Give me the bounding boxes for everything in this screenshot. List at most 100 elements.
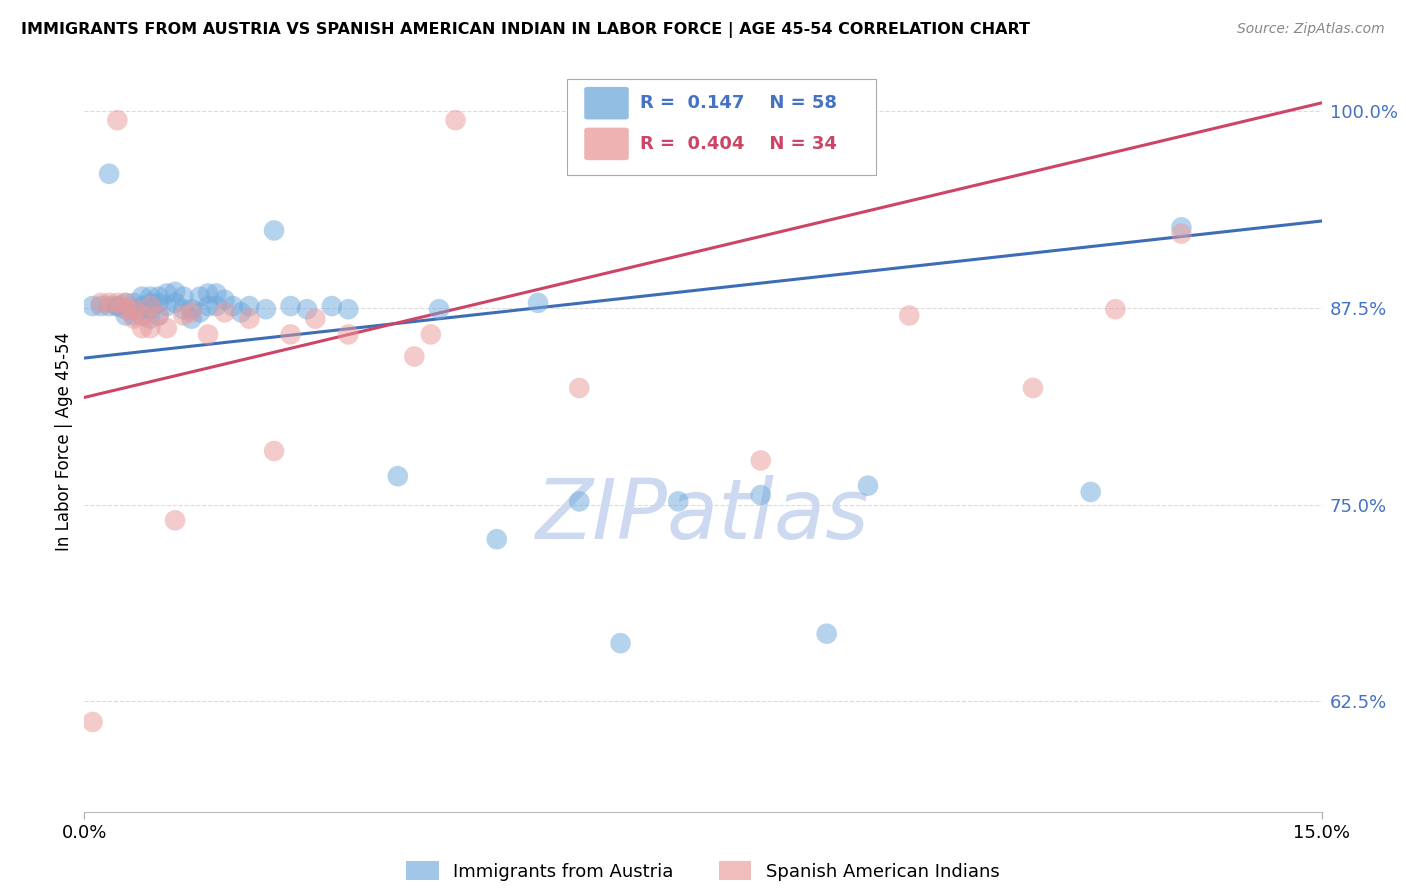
Point [172,290,194,304]
Point [90,299,112,313]
Point [114,302,136,317]
Point [568,381,591,395]
Point [105,299,128,313]
Point [188,305,211,319]
Point [105,299,128,313]
Point [304,311,326,326]
Point [156,299,179,313]
Point [427,302,450,317]
Point [527,296,550,310]
Point [280,327,302,342]
Point [205,286,228,301]
Point [180,305,202,319]
Text: ZIPatlas: ZIPatlas [536,475,870,556]
FancyBboxPatch shape [585,87,628,120]
Point [148,309,170,323]
Point [337,302,360,317]
Point [139,321,162,335]
Point [263,444,285,458]
Point [90,296,112,310]
Point [222,299,245,313]
Point [205,299,228,313]
Point [238,311,260,326]
Point [1104,302,1126,317]
Point [105,296,128,310]
Point [568,494,591,508]
Point [139,296,162,310]
Point [295,302,318,317]
FancyBboxPatch shape [585,128,628,161]
Point [139,290,162,304]
Legend: Immigrants from Austria, Spanish American Indians: Immigrants from Austria, Spanish America… [399,854,1007,888]
Point [419,327,441,342]
Point [321,299,343,313]
Point [131,299,153,313]
Point [815,626,838,640]
Point [156,321,179,335]
Point [444,113,467,128]
Point [122,302,145,317]
Point [387,469,409,483]
Point [609,636,631,650]
Point [749,488,772,502]
Point [131,290,153,304]
Point [139,302,162,317]
Point [114,296,136,310]
Point [165,296,187,310]
Text: Source: ZipAtlas.com: Source: ZipAtlas.com [1237,22,1385,37]
Point [197,299,219,313]
Point [165,285,187,299]
Point [139,311,162,326]
Point [197,286,219,301]
Point [1170,227,1192,241]
Point [114,302,136,317]
Text: R =  0.404    N = 34: R = 0.404 N = 34 [640,135,837,153]
Point [214,305,236,319]
Point [1080,485,1102,500]
Point [404,350,426,364]
Point [98,167,121,181]
Point [122,296,145,310]
Point [180,311,202,326]
FancyBboxPatch shape [567,78,876,175]
Y-axis label: In Labor Force | Age 45-54: In Labor Force | Age 45-54 [55,332,73,551]
Point [197,327,219,342]
Point [105,113,128,128]
Point [280,299,302,313]
Point [139,299,162,313]
Point [180,302,202,317]
Point [82,714,104,729]
Point [156,286,179,301]
Text: R =  0.147    N = 58: R = 0.147 N = 58 [640,95,837,112]
Point [131,309,153,323]
Point [749,453,772,467]
Point [898,309,921,323]
Point [172,309,194,323]
Point [485,532,508,546]
Point [229,305,252,319]
Point [263,223,285,237]
Point [172,302,194,317]
Point [114,296,136,310]
Text: IMMIGRANTS FROM AUSTRIA VS SPANISH AMERICAN INDIAN IN LABOR FORCE | AGE 45-54 CO: IMMIGRANTS FROM AUSTRIA VS SPANISH AMERI… [21,22,1031,38]
Point [148,309,170,323]
Point [1170,220,1192,235]
Point [148,296,170,310]
Point [666,494,689,508]
Point [82,299,104,313]
Point [165,513,187,527]
Point [122,302,145,317]
Point [131,309,153,323]
Point [238,299,260,313]
Point [188,290,211,304]
Point [98,296,121,310]
Point [114,309,136,323]
Point [856,478,879,492]
Point [214,293,236,307]
Point [131,321,153,335]
Point [337,327,360,342]
Point [148,290,170,304]
Point [98,299,121,313]
Point [122,311,145,326]
Point [1022,381,1045,395]
